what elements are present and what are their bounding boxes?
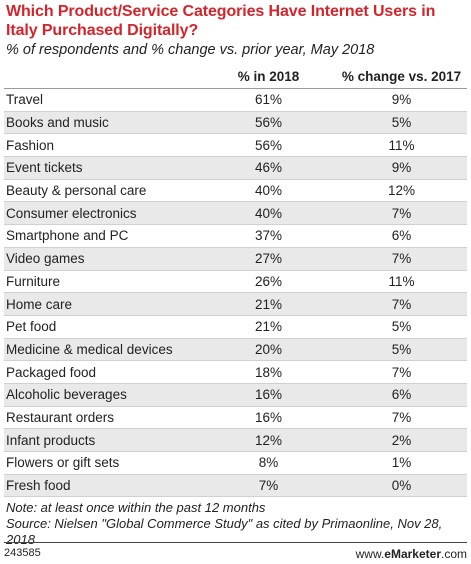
row-change-2017: 0% [326, 474, 467, 498]
row-change-2017: 6% [326, 224, 467, 248]
chart-title: Which Product/Service Categories Have In… [6, 3, 436, 39]
row-category: Medicine & medical devices [4, 338, 211, 362]
row-category: Video games [4, 247, 211, 271]
row-pct-2018: 46% [211, 156, 326, 180]
row-pct-2018: 8% [211, 451, 326, 475]
table-row: Fashion 56% 11% [4, 133, 467, 158]
row-category: Consumer electronics [4, 201, 211, 226]
table-header-row: % in 2018 % change vs. 2017 [4, 64, 467, 89]
row-change-2017: 7% [326, 292, 467, 316]
table-body: Travel 61% 9% Books and music 56% 5% Fashion 56… [4, 88, 467, 498]
row-pct-2018: 12% [211, 428, 326, 452]
row-pct-2018: 26% [211, 270, 326, 294]
row-change-2017: 12% [326, 179, 467, 203]
row-pct-2018: 40% [211, 179, 326, 203]
note-line: Note: at least once within the past 12 m… [6, 500, 266, 516]
table-row: Home care 21% 7% [4, 292, 467, 316]
row-pct-2018: 61% [211, 88, 326, 112]
row-change-2017: 7% [326, 360, 467, 384]
row-change-2017: 5% [326, 315, 467, 339]
source-line: Source: Nielsen "Global Commerce Study" … [6, 516, 443, 548]
row-pct-2018: 18% [211, 360, 326, 384]
table-row: Video games 27% 7% [4, 247, 467, 271]
row-change-2017: 7% [326, 201, 467, 226]
brand-logo: www.eMarketer.com [356, 547, 467, 561]
row-pct-2018: 40% [211, 201, 326, 226]
table-row: Flowers or gift sets 8% 1% [4, 451, 467, 475]
row-pct-2018: 16% [211, 406, 326, 430]
row-change-2017: 7% [326, 247, 467, 271]
row-change-2017: 6% [326, 383, 467, 407]
row-change-2017: 11% [326, 133, 467, 158]
table-row: Packaged food 18% 7% [4, 360, 467, 384]
row-change-2017: 5% [326, 111, 467, 135]
table-row: Consumer electronics 40% 7% [4, 201, 467, 226]
row-category: Smartphone and PC [4, 224, 211, 248]
table-row: Books and music 56% 5% [4, 111, 467, 135]
table-row: Infant products 12% 2% [4, 428, 467, 452]
row-change-2017: 2% [326, 428, 467, 452]
row-pct-2018: 21% [211, 315, 326, 339]
row-category: Fashion [4, 133, 211, 158]
table-row: Restaurant orders 16% 7% [4, 406, 467, 430]
row-category: Infant products [4, 428, 211, 452]
table-row: Alcoholic beverages 16% 6% [4, 383, 467, 407]
row-pct-2018: 27% [211, 247, 326, 271]
table-row: Fresh food 7% 0% [4, 474, 467, 498]
table-row: Smartphone and PC 37% 6% [4, 224, 467, 248]
table-row: Pet food 21% 5% [4, 315, 467, 339]
brand-name: eMarketer [384, 547, 441, 561]
row-change-2017: 1% [326, 451, 467, 475]
row-pct-2018: 20% [211, 338, 326, 362]
table-row: Event tickets 46% 9% [4, 156, 467, 180]
row-category: Alcoholic beverages [4, 383, 211, 407]
row-category: Travel [4, 88, 211, 112]
row-pct-2018: 56% [211, 111, 326, 135]
footer: 243585 www.eMarketer.com [4, 542, 467, 561]
row-category: Packaged food [4, 360, 211, 384]
row-change-2017: 9% [326, 156, 467, 180]
table-row: Furniture 26% 11% [4, 270, 467, 294]
chart-id: 243585 [4, 547, 41, 559]
row-change-2017: 5% [326, 338, 467, 362]
brand-prefix: www. [355, 547, 385, 561]
row-category: Fresh food [4, 474, 211, 498]
table-row: Travel 61% 9% [4, 88, 467, 112]
note-text: Note: at least once within the past 12 m… [6, 500, 467, 548]
row-category: Furniture [4, 270, 211, 294]
row-pct-2018: 16% [211, 383, 326, 407]
header-change-2017: % change vs. 2017 [326, 64, 467, 89]
row-category: Beauty & personal care [4, 179, 211, 203]
row-category: Home care [4, 292, 211, 316]
row-pct-2018: 56% [211, 133, 326, 158]
brand-suffix: .com [440, 547, 467, 561]
row-change-2017: 11% [326, 270, 467, 294]
header-pct-2018: % in 2018 [211, 64, 326, 89]
row-pct-2018: 7% [211, 474, 326, 498]
header-category [4, 64, 211, 89]
row-pct-2018: 21% [211, 292, 326, 316]
row-change-2017: 9% [326, 88, 467, 112]
table-row: Medicine & medical devices 20% 5% [4, 338, 467, 362]
row-category: Restaurant orders [4, 406, 211, 430]
row-category: Flowers or gift sets [4, 451, 211, 475]
row-category: Pet food [4, 315, 211, 339]
row-pct-2018: 37% [211, 224, 326, 248]
chart-subtitle: % of respondents and % change vs. prior … [6, 42, 375, 58]
row-change-2017: 7% [326, 406, 467, 430]
row-category: Event tickets [4, 156, 211, 180]
table-row: Beauty & personal care 40% 12% [4, 179, 467, 203]
row-category: Books and music [4, 111, 211, 135]
data-table: % in 2018 % change vs. 2017 Travel 61% 9% B… [4, 64, 467, 498]
